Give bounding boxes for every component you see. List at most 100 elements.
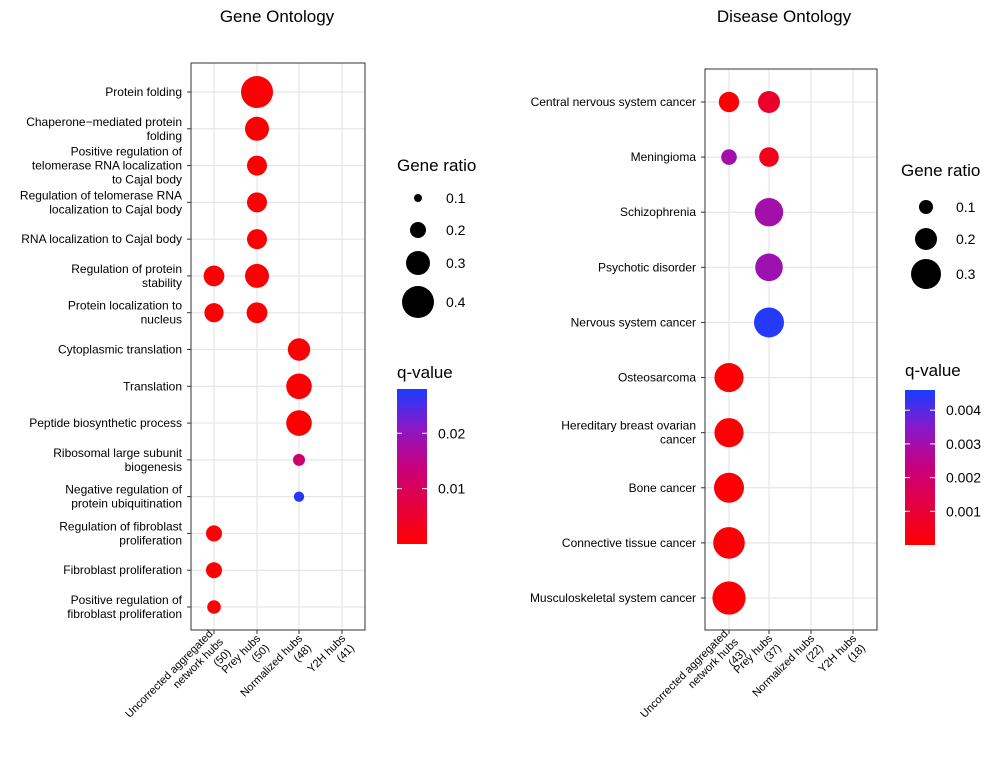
color-legend-label: 0.01 <box>438 481 465 497</box>
color-legend-label: 0.001 <box>946 503 981 519</box>
color-legend-title: q-value <box>397 363 453 382</box>
data-points <box>712 91 784 615</box>
data-point <box>247 229 267 250</box>
data-point <box>718 91 740 113</box>
data-point <box>286 410 312 436</box>
size-legend: Gene ratio 0.1 0.2 0.3 <box>901 161 980 289</box>
size-legend-key <box>414 194 422 202</box>
data-point <box>245 116 269 141</box>
y-tick-label: Connective tissue cancer <box>562 536 696 550</box>
data-point <box>714 472 744 503</box>
y-tick-label: Peptide biosynthetic process <box>29 416 182 430</box>
size-legend-title: Gene ratio <box>397 156 476 175</box>
color-legend: q-value 0.001 0.002 0.003 0.004 <box>905 361 981 545</box>
y-tick-label: Schizophrenia <box>620 205 696 219</box>
y-tick-label: Meningioma <box>631 150 697 164</box>
chart-title: Disease Ontology <box>717 7 852 26</box>
x-tick-label: Uncorrected aggregatednetwork hubs(43) <box>638 627 750 739</box>
data-point <box>293 491 305 502</box>
size-legend-label: 0.2 <box>446 222 466 238</box>
size-legend-key <box>406 251 430 275</box>
size-legend-label: 0.3 <box>956 266 976 282</box>
data-point <box>247 155 267 176</box>
data-point <box>712 581 746 615</box>
chart-panel-gene-ontology: Gene Ontology Protein folding Chaperone−me… <box>20 7 476 739</box>
size-legend-key <box>919 200 933 214</box>
x-tick-label: Uncorrected aggregatednetwork hubs(50) <box>123 627 235 739</box>
y-tick-label: Protein folding <box>105 85 182 99</box>
y-tick-label: RNA localization to Cajal body <box>21 232 182 246</box>
color-legend: q-value 0.01 0.02 <box>397 363 465 544</box>
size-legend-title: Gene ratio <box>901 161 980 180</box>
color-legend-label: 0.004 <box>946 402 981 418</box>
data-point <box>759 147 779 167</box>
y-tick-label: Fibroblast proliferation <box>63 563 182 577</box>
panel-border <box>704 68 878 631</box>
y-axis-labels: Protein folding Chaperone−mediated protei… <box>20 85 191 621</box>
size-legend-label: 0.3 <box>446 255 466 271</box>
y-tick-label: Bone cancer <box>629 481 696 495</box>
size-legend-label: 0.4 <box>446 294 466 310</box>
y-tick-label: Hereditary breast ovarian cancer <box>561 419 696 447</box>
data-point <box>714 418 744 448</box>
data-point <box>287 338 311 361</box>
y-tick-label: Negative regulation of protein ubiquitina… <box>65 483 182 511</box>
size-legend: Gene ratio 0.1 0.2 0.3 0.4 <box>397 156 476 318</box>
grid-lines <box>191 63 365 630</box>
y-tick-label: Central nervous system cancer <box>531 95 696 109</box>
color-legend-label: 0.02 <box>438 425 465 441</box>
y-tick-label: Translation <box>123 379 182 393</box>
data-point <box>246 302 268 324</box>
y-tick-label: Nervous system cancer <box>571 315 696 329</box>
y-tick-label: Psychotic disorder <box>598 260 696 274</box>
data-points <box>203 76 312 614</box>
data-point <box>754 198 784 227</box>
y-tick-label: Osteosarcoma <box>618 371 696 385</box>
y-tick-label: Ribosomal large subunit biogenesis <box>53 446 182 474</box>
data-point <box>206 562 222 579</box>
data-point <box>245 263 269 288</box>
chart-title: Gene Ontology <box>220 7 335 26</box>
size-legend-key <box>402 286 434 318</box>
data-point <box>721 149 737 165</box>
x-axis-labels: Uncorrected aggregatednetwork hubs(50)Pr… <box>123 627 357 739</box>
color-bar <box>397 389 427 544</box>
y-tick-label: Positive regulation of fibroblast prolife… <box>67 593 182 621</box>
size-legend-key <box>911 259 941 289</box>
y-tick-label: Cytoplasmic translation <box>58 343 182 357</box>
size-legend-key <box>915 228 937 250</box>
color-legend-title: q-value <box>905 361 961 380</box>
data-point <box>755 253 783 282</box>
size-legend-key <box>410 222 426 238</box>
y-tick-label: Regulation of telomerase RNA localization… <box>20 188 182 216</box>
data-point <box>207 600 221 614</box>
size-legend-label: 0.1 <box>446 190 466 206</box>
size-legend-label: 0.2 <box>956 231 976 247</box>
y-tick-label: Protein localization to nucleus <box>68 299 182 327</box>
y-axis-labels: Central nervous system cancer Meningioma S… <box>530 95 705 605</box>
color-legend-label: 0.003 <box>946 436 981 452</box>
data-point <box>247 192 267 213</box>
y-tick-label: Regulation of fibroblast proliferation <box>59 519 182 547</box>
y-tick-label: Chaperone−mediated protein folding <box>26 115 182 143</box>
y-tick-label: Regulation of protein stability <box>71 262 182 290</box>
data-point <box>203 265 225 287</box>
y-tick-label: Positive regulation of telomerase RNA loc… <box>32 145 183 187</box>
data-point <box>714 362 744 393</box>
data-point <box>713 527 745 559</box>
data-point <box>204 303 224 323</box>
color-legend-label: 0.002 <box>946 470 981 486</box>
y-tick-label: Musculoskeletal system cancer <box>530 591 696 605</box>
x-axis-labels: Uncorrected aggregatednetwork hubs(43)Pr… <box>638 627 869 739</box>
x-tick-label: Y2H hubs(18) <box>817 632 869 684</box>
chart-panel-disease-ontology: Disease Ontology Central nervous system c… <box>530 7 981 739</box>
data-point <box>206 525 222 542</box>
data-point <box>758 91 780 113</box>
color-bar <box>905 390 935 545</box>
panel-border <box>190 62 366 631</box>
data-point <box>241 76 273 108</box>
size-legend-label: 0.1 <box>956 199 976 215</box>
data-point <box>293 453 305 466</box>
data-point <box>754 307 784 338</box>
